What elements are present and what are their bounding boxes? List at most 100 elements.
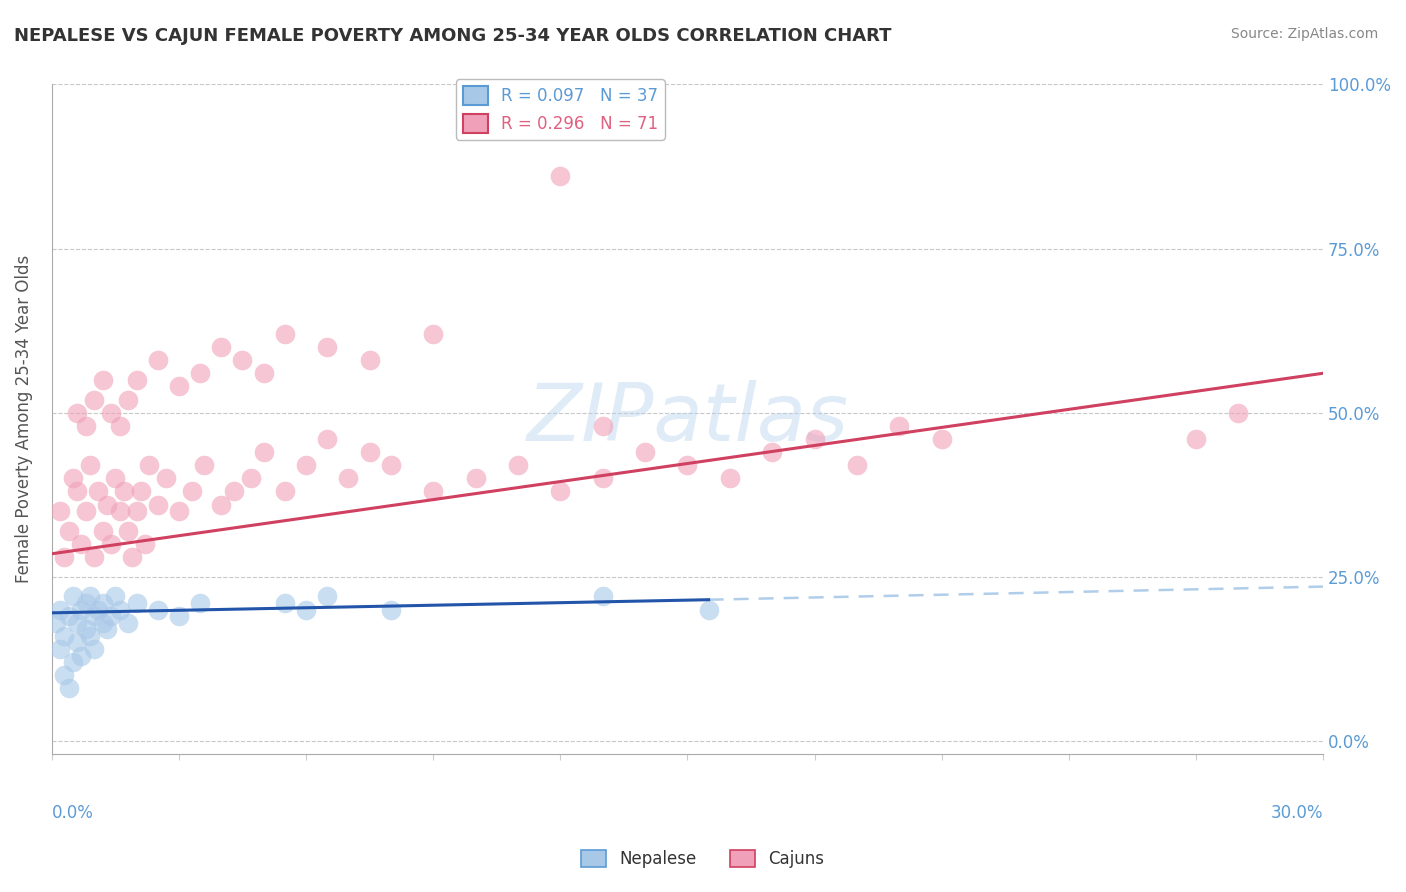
Point <box>129 484 152 499</box>
Point <box>75 596 97 610</box>
Point <box>761 445 783 459</box>
Text: 30.0%: 30.0% <box>1271 805 1323 822</box>
Point <box>108 602 131 616</box>
Point <box>231 353 253 368</box>
Point <box>146 353 169 368</box>
Point <box>550 169 572 184</box>
Text: ZIPatlas: ZIPatlas <box>526 380 848 458</box>
Point <box>83 642 105 657</box>
Point <box>104 590 127 604</box>
Point <box>167 609 190 624</box>
Point <box>846 458 869 472</box>
Point <box>209 340 232 354</box>
Point <box>125 373 148 387</box>
Point <box>125 504 148 518</box>
Point <box>146 602 169 616</box>
Point <box>83 392 105 407</box>
Point <box>138 458 160 472</box>
Point <box>75 504 97 518</box>
Text: NEPALESE VS CAJUN FEMALE POVERTY AMONG 25-34 YEAR OLDS CORRELATION CHART: NEPALESE VS CAJUN FEMALE POVERTY AMONG 2… <box>14 27 891 45</box>
Point <box>155 471 177 485</box>
Point <box>422 484 444 499</box>
Point <box>359 445 381 459</box>
Point <box>87 484 110 499</box>
Point <box>188 366 211 380</box>
Point <box>53 629 76 643</box>
Point <box>167 379 190 393</box>
Point <box>274 596 297 610</box>
Point <box>718 471 741 485</box>
Point <box>1227 406 1250 420</box>
Point <box>117 524 139 538</box>
Point <box>87 602 110 616</box>
Point <box>193 458 215 472</box>
Point <box>253 366 276 380</box>
Point <box>380 458 402 472</box>
Point <box>506 458 529 472</box>
Point <box>79 629 101 643</box>
Point <box>104 471 127 485</box>
Point <box>316 432 339 446</box>
Point <box>91 596 114 610</box>
Point <box>108 418 131 433</box>
Point <box>337 471 360 485</box>
Point <box>146 498 169 512</box>
Point <box>188 596 211 610</box>
Point <box>45 615 67 630</box>
Point <box>66 635 89 649</box>
Point <box>75 622 97 636</box>
Legend: R = 0.097   N = 37, R = 0.296   N = 71: R = 0.097 N = 37, R = 0.296 N = 71 <box>456 79 665 139</box>
Point <box>112 484 135 499</box>
Point <box>91 524 114 538</box>
Point <box>295 458 318 472</box>
Point <box>274 484 297 499</box>
Point <box>66 484 89 499</box>
Point <box>274 326 297 341</box>
Text: Source: ZipAtlas.com: Source: ZipAtlas.com <box>1230 27 1378 41</box>
Point <box>117 392 139 407</box>
Point <box>117 615 139 630</box>
Point <box>58 609 80 624</box>
Point <box>167 504 190 518</box>
Point <box>380 602 402 616</box>
Point <box>550 484 572 499</box>
Point <box>83 609 105 624</box>
Point <box>91 615 114 630</box>
Point <box>100 537 122 551</box>
Text: 0.0%: 0.0% <box>52 805 94 822</box>
Point <box>62 471 84 485</box>
Point <box>70 537 93 551</box>
Point <box>125 596 148 610</box>
Point <box>58 524 80 538</box>
Point <box>316 340 339 354</box>
Point <box>70 648 93 663</box>
Point <box>62 590 84 604</box>
Point <box>83 549 105 564</box>
Point <box>209 498 232 512</box>
Point <box>592 590 614 604</box>
Point <box>1185 432 1208 446</box>
Point <box>676 458 699 472</box>
Point <box>931 432 953 446</box>
Point <box>803 432 825 446</box>
Point <box>66 615 89 630</box>
Point <box>134 537 156 551</box>
Point <box>49 504 72 518</box>
Point <box>100 406 122 420</box>
Point <box>422 326 444 341</box>
Point <box>316 590 339 604</box>
Point <box>253 445 276 459</box>
Point <box>592 471 614 485</box>
Point <box>70 602 93 616</box>
Point <box>222 484 245 499</box>
Point <box>96 498 118 512</box>
Point <box>79 590 101 604</box>
Point <box>464 471 486 485</box>
Point <box>53 549 76 564</box>
Point <box>889 418 911 433</box>
Point <box>96 622 118 636</box>
Point <box>239 471 262 485</box>
Point <box>180 484 202 499</box>
Point <box>108 504 131 518</box>
Point <box>58 681 80 696</box>
